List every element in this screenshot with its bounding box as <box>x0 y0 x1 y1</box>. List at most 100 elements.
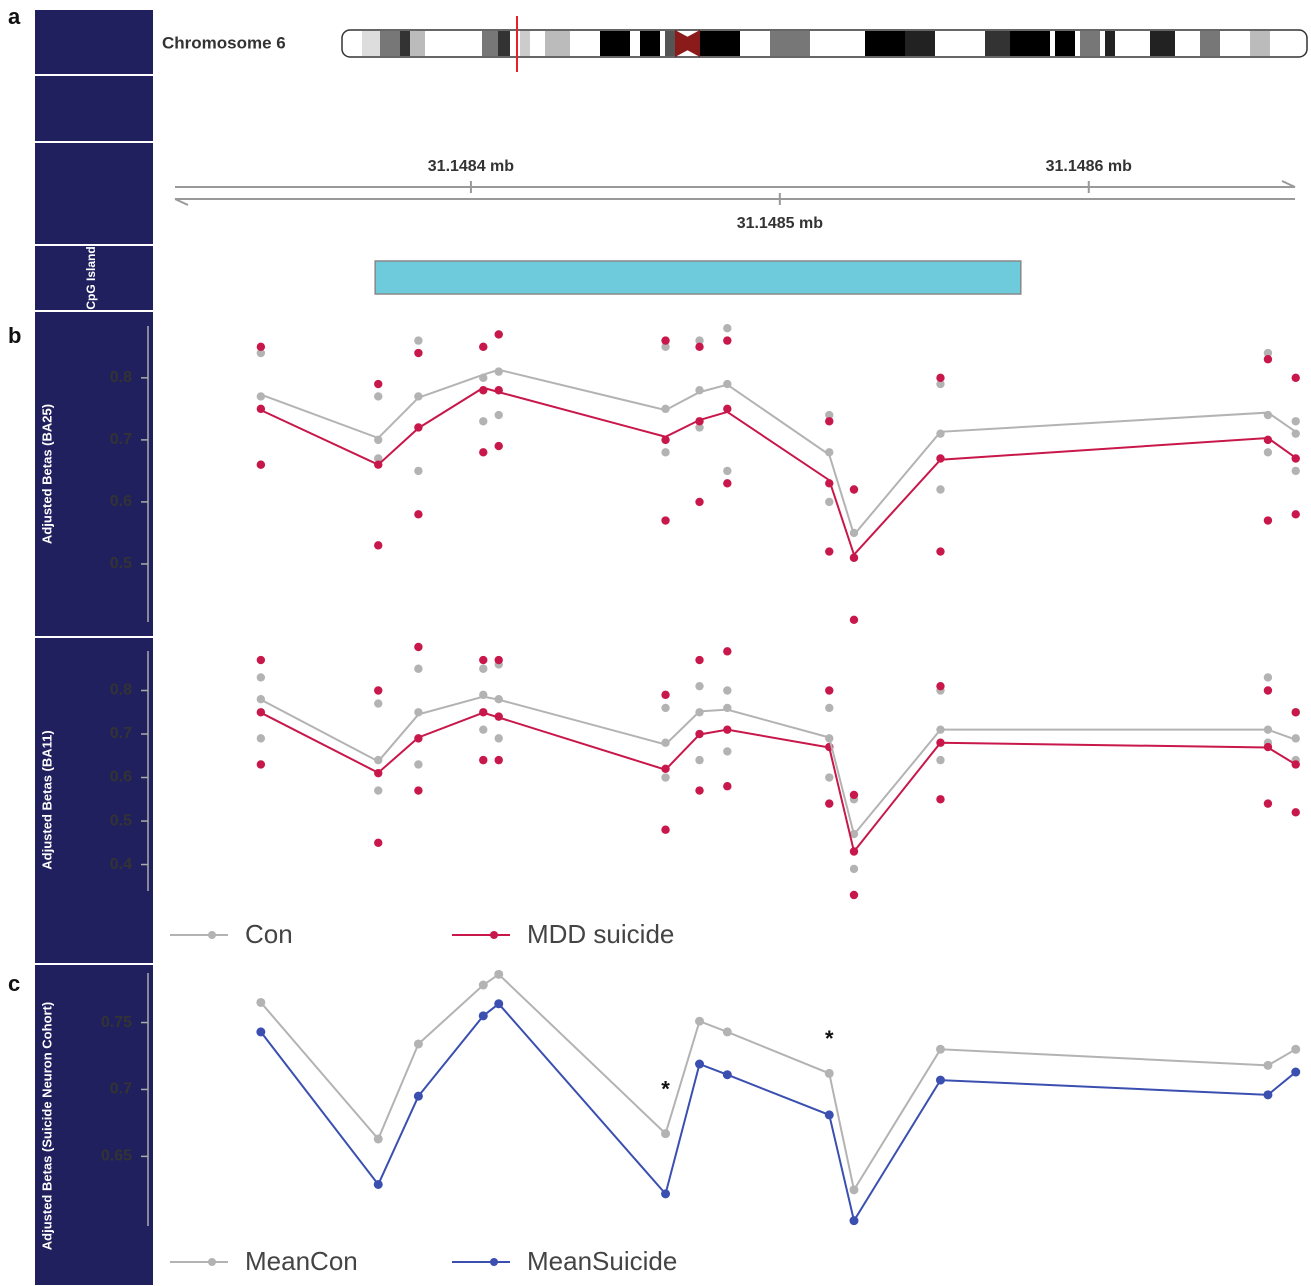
band <box>400 31 410 56</box>
mean-point <box>373 1179 383 1189</box>
y-tick-label: 0.7 <box>110 431 132 448</box>
sidebar-box <box>33 74 155 143</box>
band <box>498 31 510 56</box>
sample-point <box>1291 466 1300 476</box>
sample-point <box>1263 516 1273 525</box>
sample-point <box>825 703 834 713</box>
sample-point <box>1291 734 1300 743</box>
sample-point <box>256 655 266 665</box>
band <box>1105 31 1115 56</box>
sidebar-box <box>33 244 155 312</box>
cpg-island <box>374 260 1022 295</box>
mean-point <box>849 1216 859 1226</box>
mean-point <box>478 1011 488 1021</box>
sample-point <box>256 760 266 769</box>
arrow-head <box>1281 180 1296 188</box>
panel-letter: a <box>8 4 21 29</box>
sample-point <box>1291 808 1300 817</box>
sample-point <box>849 553 859 562</box>
sample-point <box>661 703 670 713</box>
legend-label: MDD suicide <box>527 919 674 949</box>
x-tick-label: 31.1484 mb <box>428 158 515 175</box>
sample-point <box>723 466 732 476</box>
sample-point <box>661 448 670 457</box>
sample-point <box>661 342 670 352</box>
sample-point <box>1291 417 1300 426</box>
sample-point <box>479 448 488 457</box>
y-tick-label: 0.5 <box>110 812 132 829</box>
legend-label: MeanCon <box>245 1246 358 1276</box>
sample-point <box>374 699 383 708</box>
y-tick-label: 0.5 <box>110 555 132 572</box>
y-tick-label: 0.4 <box>110 856 132 873</box>
mean-point <box>1263 1090 1273 1100</box>
sample-point <box>414 786 423 795</box>
sample-point <box>374 379 383 389</box>
sample-point <box>695 755 704 765</box>
band <box>1080 31 1100 56</box>
y-tick-label: 0.65 <box>101 1148 132 1165</box>
sample-point <box>494 734 503 743</box>
sample-point <box>695 786 704 795</box>
sample-point <box>661 404 670 414</box>
sample-point <box>414 466 423 476</box>
mean-line <box>260 695 1297 837</box>
sample-point <box>374 454 383 463</box>
sample-point <box>825 410 834 420</box>
sample-point <box>661 825 670 834</box>
sample-point <box>723 647 732 656</box>
band <box>1150 31 1175 56</box>
mean-point <box>413 1091 423 1101</box>
panel-letter: c <box>8 971 20 996</box>
band <box>545 31 570 56</box>
sample-point <box>494 755 503 765</box>
legend-dot <box>490 931 498 939</box>
mean-point <box>935 1075 945 1085</box>
band <box>905 31 935 56</box>
sidebar-box <box>33 310 155 638</box>
sample-point <box>479 655 488 665</box>
mean-line <box>260 1002 1297 1224</box>
sample-point <box>695 497 704 507</box>
sample-point <box>849 615 859 624</box>
mean-point <box>256 1027 266 1037</box>
sample-point <box>723 404 732 414</box>
sample-point <box>936 454 945 463</box>
sample-point <box>374 392 383 401</box>
sample-point <box>256 342 266 352</box>
band <box>640 31 660 56</box>
sample-point <box>374 541 383 550</box>
sample-point <box>256 673 266 682</box>
band <box>770 31 810 56</box>
mean-point <box>695 1016 705 1026</box>
mean-point <box>722 1070 732 1080</box>
sample-point <box>494 655 503 665</box>
sample-point <box>849 790 859 800</box>
sample-point <box>849 890 859 900</box>
ideogram-label: Chromosome 6 <box>162 33 286 52</box>
sample-point <box>723 686 732 695</box>
sample-point <box>825 799 834 808</box>
sample-point <box>936 373 945 383</box>
sample-point <box>723 782 732 791</box>
sample-point <box>1263 673 1273 682</box>
mean-point <box>722 1027 732 1037</box>
sample-point <box>661 336 670 345</box>
y-axis-label: Adjusted Betas (BA25) <box>39 404 54 544</box>
mean-line <box>260 973 1297 1193</box>
sample-point <box>936 755 945 765</box>
annotation: * <box>825 1026 834 1051</box>
y-tick-label: 0.7 <box>110 725 132 742</box>
y-tick-label: 0.75 <box>101 1014 132 1031</box>
mean-line <box>260 711 1297 854</box>
sample-point <box>695 342 704 352</box>
sample-point <box>825 497 834 507</box>
sample-point <box>256 460 266 469</box>
sample-point <box>479 755 488 765</box>
ideogram <box>341 16 1308 72</box>
sample-point <box>1291 510 1300 519</box>
sample-point <box>494 330 503 339</box>
mean-point <box>1291 1067 1301 1077</box>
sample-point <box>723 336 732 345</box>
sample-point <box>849 485 859 494</box>
